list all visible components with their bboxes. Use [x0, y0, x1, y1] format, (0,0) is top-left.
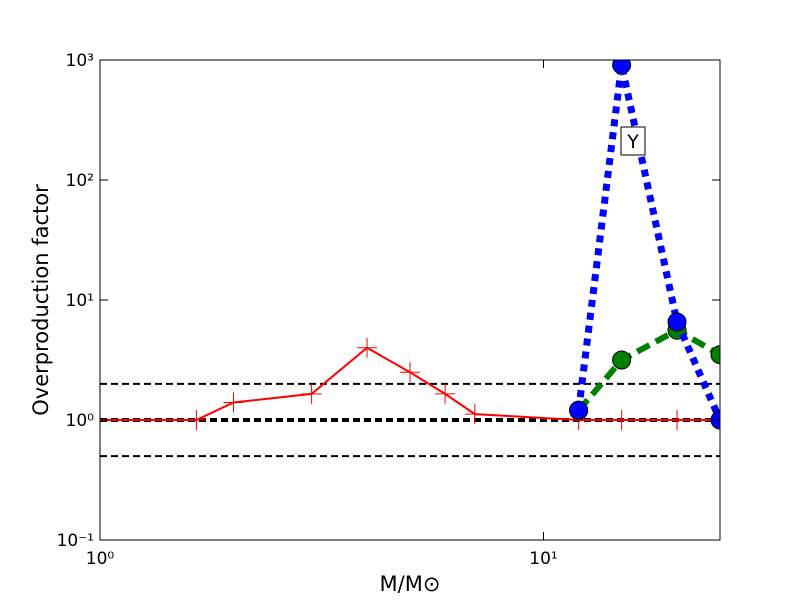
y-tick-label: 10⁰	[66, 411, 95, 431]
data-point	[667, 312, 687, 332]
data-point	[667, 410, 688, 430]
data-point	[301, 383, 322, 404]
annotation: Y	[626, 131, 639, 153]
y-axis-label: Overproduction factor	[29, 184, 53, 416]
data-point	[357, 337, 378, 358]
data-point	[710, 345, 720, 365]
data-point	[400, 362, 420, 383]
series-line	[575, 64, 720, 422]
data-point	[612, 350, 632, 370]
x-tick-label: 10⁰	[86, 549, 115, 569]
data-point	[611, 410, 632, 430]
series-line	[576, 326, 720, 413]
x-axis-label: M/M⊙	[380, 572, 441, 596]
y-tick-label: 10³	[66, 51, 94, 71]
data-point	[612, 60, 632, 75]
y-tick-label: 10⁻¹	[57, 531, 94, 551]
data-point	[569, 400, 589, 420]
data-point	[464, 404, 485, 425]
x-tick-label: 10¹	[529, 549, 557, 569]
plot-area	[100, 60, 720, 458]
data-point	[223, 392, 244, 413]
data-point	[186, 410, 207, 430]
data-point	[435, 383, 456, 404]
y-tick-label: 10¹	[66, 291, 94, 311]
annotation-box	[620, 126, 646, 156]
y-tick-label: 10²	[66, 171, 94, 191]
